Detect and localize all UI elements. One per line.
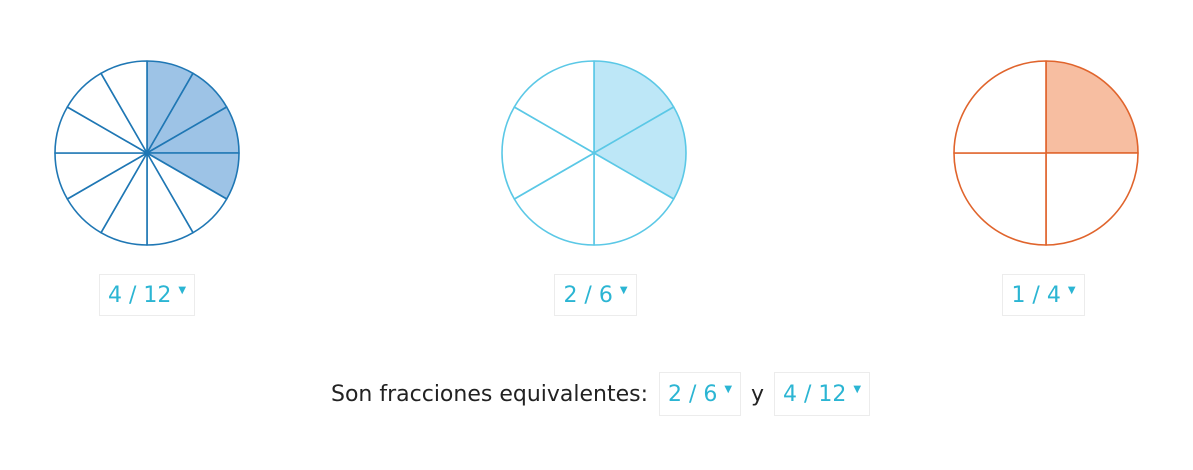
- answer-select-value: 2 / 6: [667, 381, 718, 407]
- fraction-select-value: 2 / 6: [563, 282, 613, 308]
- fraction-select-value: 1 / 4: [1011, 282, 1061, 308]
- fraction-select-value: 4 / 12: [107, 282, 172, 308]
- shaded-sector: [593, 60, 675, 154]
- answer-select-value: 4 / 12: [783, 381, 847, 407]
- fraction-pie-1: [54, 60, 240, 246]
- empty-sector: [501, 106, 595, 200]
- answer-conjunction: y: [751, 381, 765, 407]
- fraction-pie-2: [501, 60, 687, 246]
- answer-prompt: Son fracciones equivalentes:: [331, 381, 649, 407]
- fraction-pie-3: [953, 60, 1139, 246]
- empty-sector: [593, 152, 675, 246]
- caret-down-icon: ▼: [1067, 284, 1076, 296]
- answer-row: Son fracciones equivalentes: 2 / 6 ▼ y 4…: [331, 372, 871, 416]
- shaded-sector: [1045, 60, 1139, 154]
- empty-sector: [953, 60, 1047, 154]
- fraction-select-3[interactable]: 1 / 4 ▼: [1002, 274, 1085, 316]
- empty-sector: [100, 60, 148, 154]
- empty-sector: [513, 152, 595, 246]
- empty-sector: [513, 60, 595, 154]
- caret-down-icon: ▼: [853, 383, 862, 395]
- answer-select-second[interactable]: 4 / 12 ▼: [774, 372, 871, 416]
- shaded-sector: [593, 106, 687, 200]
- caret-down-icon: ▼: [724, 383, 733, 395]
- fraction-select-1[interactable]: 4 / 12 ▼: [99, 274, 195, 316]
- answer-select-first[interactable]: 2 / 6 ▼: [659, 372, 742, 416]
- caret-down-icon: ▼: [619, 284, 628, 296]
- caret-down-icon: ▼: [178, 284, 187, 296]
- empty-sector: [953, 152, 1047, 246]
- fraction-select-2[interactable]: 2 / 6 ▼: [554, 274, 637, 316]
- empty-sector: [1045, 152, 1139, 246]
